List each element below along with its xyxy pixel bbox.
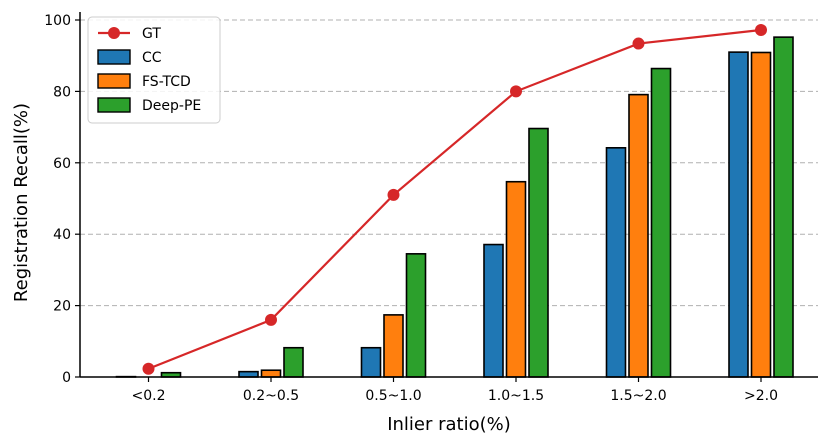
legend-box: [87, 16, 221, 124]
axes: [79, 12, 818, 378]
bar-cc: [605, 147, 627, 378]
gt-point: [265, 313, 277, 326]
legend-label-gt: GT: [142, 26, 161, 42]
bar-fs-tcd: [628, 93, 649, 378]
legend-label-cc: CC: [142, 50, 162, 66]
legend-label-deep-pe: Deep-PE: [142, 98, 201, 114]
legend-swatch-deep-pe: [97, 97, 131, 113]
y-axis-label: Registration Recall(%): [11, 103, 32, 302]
x-tick-label: 1.0~1.5: [488, 388, 544, 404]
y-tick-label: 80: [53, 84, 71, 100]
tick-labels: 0 20 40 60 80 100 <0.2 0.2~0.5 0.5~1.0 1.0~1.5 1.5…: [44, 13, 778, 404]
y-tick-label: 0: [62, 370, 71, 386]
bar-fs-tcd: [505, 180, 527, 378]
bar-deep-pe: [405, 253, 427, 378]
gt-point: [755, 23, 767, 36]
x-tick-label: 0.2~0.5: [243, 388, 299, 404]
gt-point: [142, 362, 155, 375]
y-tick-label: 60: [53, 156, 71, 172]
x-tick-label: 0.5~1.0: [365, 388, 421, 404]
y-tick-label: 100: [44, 13, 71, 29]
x-tick-label: 1.5~2.0: [610, 388, 666, 404]
legend-label-fs-tcd: FS-TCD: [142, 74, 191, 90]
legend-swatch-fs-tcd: [97, 73, 131, 89]
y-tick-label: 20: [53, 299, 71, 315]
legend: GT CC FS-TCD Deep-PE: [87, 16, 221, 124]
legend-swatch-cc: [97, 49, 131, 65]
bar-deep-pe: [650, 67, 672, 378]
bar-fs-tcd: [750, 51, 772, 378]
bar-deep-pe: [283, 346, 304, 378]
gt-line: [142, 23, 767, 375]
gt-point: [387, 188, 400, 201]
gt-point: [510, 85, 522, 98]
x-tick-label: >2.0: [744, 388, 778, 404]
gt-line-path: [148, 28, 762, 370]
y-tick-label: 40: [53, 227, 71, 243]
bar-cc: [483, 243, 504, 378]
bar-fs-tcd: [260, 369, 282, 378]
gt-point: [632, 37, 645, 50]
bar-cc: [360, 346, 382, 378]
bar-cc: [728, 51, 749, 378]
x-axis-label: Inlier ratio(%): [387, 414, 511, 435]
bar-fs-tcd: [383, 314, 404, 378]
x-tick-label: <0.2: [132, 388, 166, 404]
bar-deep-pe: [528, 127, 549, 378]
bar-cc: [238, 370, 259, 378]
legend-gt-marker: [108, 27, 120, 39]
bars: [115, 36, 794, 378]
bar-deep-pe: [773, 36, 794, 378]
